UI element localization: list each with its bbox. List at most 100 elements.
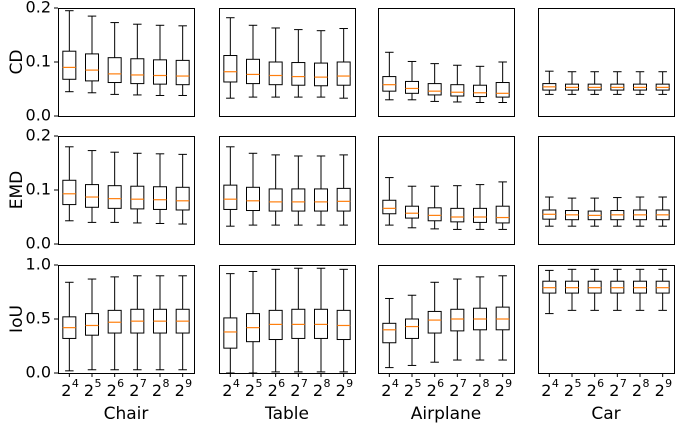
box-cd-airplane-3 xyxy=(450,84,465,97)
box-emd-table-2 xyxy=(268,188,283,212)
box-emd-table-3 xyxy=(291,188,306,212)
x-tick-exp-car-4: 8 xyxy=(643,377,650,390)
y-tick-label-emd-2: 0.2 xyxy=(26,126,51,145)
y-tick-label-iou-2: 1.0 xyxy=(26,255,51,274)
box-cd-airplane-2 xyxy=(427,83,442,96)
x-tick-exp-chair-0: 4 xyxy=(72,377,79,390)
panel-frame-iou-chair xyxy=(58,265,195,374)
panel-frame-emd-car xyxy=(538,136,675,245)
x-tick-exp-table-4: 8 xyxy=(324,377,331,390)
x-tick-label-airplane-4: 2 xyxy=(472,381,482,400)
x-tick-label-car-1: 2 xyxy=(564,381,574,400)
x-tick-label-table-5: 2 xyxy=(336,381,346,400)
box-iou-chair-1 xyxy=(85,313,99,336)
x-tick-exp-table-0: 4 xyxy=(233,377,240,390)
x-tick-label-airplane-0: 2 xyxy=(381,381,391,400)
box-cd-airplane-0 xyxy=(382,76,397,92)
x-tick-label-car-5: 2 xyxy=(655,381,665,400)
x-tick-exp-airplane-0: 4 xyxy=(392,377,399,390)
x-tick-label-chair-1: 2 xyxy=(84,381,94,400)
box-iou-airplane-3 xyxy=(450,308,465,332)
panel-frame-emd-airplane xyxy=(378,136,515,245)
column-label-chair: Chair xyxy=(104,404,149,424)
x-tick-exp-table-1: 5 xyxy=(256,377,263,390)
x-tick-label-table-3: 2 xyxy=(290,381,300,400)
box-cd-table-2 xyxy=(268,61,283,86)
box-emd-airplane-4 xyxy=(473,207,487,223)
x-tick-label-airplane-5: 2 xyxy=(495,381,505,400)
box-cd-table-3 xyxy=(291,62,306,86)
box-emd-airplane-3 xyxy=(450,207,465,223)
box-iou-table-0 xyxy=(223,317,238,349)
x-tick-exp-chair-4: 8 xyxy=(163,377,170,390)
x-tick-label-chair-3: 2 xyxy=(129,381,139,400)
x-tick-exp-airplane-2: 6 xyxy=(437,377,444,390)
panel-frame-emd-table xyxy=(219,136,356,245)
box-cd-airplane-1 xyxy=(405,80,419,94)
x-tick-label-car-0: 2 xyxy=(541,381,551,400)
panel-frame-cd-car xyxy=(538,8,675,117)
box-cd-chair-5 xyxy=(175,59,190,86)
box-cd-airplane-5 xyxy=(495,82,510,98)
x-tick-exp-table-3: 7 xyxy=(301,377,308,390)
y-axis-label-cd: CD xyxy=(7,50,27,75)
x-tick-label-chair-0: 2 xyxy=(61,381,71,400)
x-tick-exp-chair-5: 9 xyxy=(185,377,192,390)
x-tick-label-table-1: 2 xyxy=(245,381,255,400)
box-emd-airplane-5 xyxy=(495,205,510,224)
box-cd-table-4 xyxy=(314,62,328,87)
y-tick-label-emd-0: 0.0 xyxy=(26,234,51,253)
x-tick-label-chair-2: 2 xyxy=(107,381,117,400)
x-tick-exp-car-1: 5 xyxy=(575,377,582,390)
x-tick-exp-airplane-3: 7 xyxy=(460,377,467,390)
y-tick-label-iou-1: 0.5 xyxy=(26,309,51,328)
x-tick-exp-airplane-5: 9 xyxy=(505,377,512,390)
x-tick-exp-chair-3: 7 xyxy=(140,377,147,390)
y-tick-label-emd-1: 0.1 xyxy=(26,180,51,199)
panel-frame-iou-airplane xyxy=(378,265,515,374)
panel-frame-cd-chair xyxy=(58,8,195,117)
box-emd-airplane-1 xyxy=(405,205,419,219)
box-cd-chair-0 xyxy=(62,50,77,80)
panel-frame-iou-car xyxy=(538,265,675,374)
x-tick-label-table-2: 2 xyxy=(268,381,278,400)
x-tick-label-airplane-3: 2 xyxy=(449,381,459,400)
x-tick-label-chair-5: 2 xyxy=(175,381,185,400)
x-tick-label-airplane-2: 2 xyxy=(427,381,437,400)
box-iou-airplane-2 xyxy=(427,310,442,334)
box-emd-chair-4 xyxy=(153,186,167,210)
box-iou-airplane-1 xyxy=(405,318,419,339)
box-cd-chair-4 xyxy=(153,59,167,85)
y-tick-label-cd-1: 0.1 xyxy=(26,52,51,71)
box-cd-chair-3 xyxy=(130,58,145,85)
x-tick-label-table-4: 2 xyxy=(313,381,323,400)
box-cd-table-5 xyxy=(336,61,351,86)
x-tick-exp-chair-2: 6 xyxy=(117,377,124,390)
x-tick-label-table-0: 2 xyxy=(222,381,232,400)
x-tick-exp-airplane-1: 5 xyxy=(415,377,422,390)
box-emd-table-0 xyxy=(223,184,238,210)
box-emd-chair-3 xyxy=(130,185,145,210)
x-tick-label-car-2: 2 xyxy=(587,381,597,400)
box-emd-table-4 xyxy=(314,188,328,212)
x-tick-exp-table-2: 6 xyxy=(278,377,285,390)
box-emd-table-1 xyxy=(246,186,260,212)
panel-frame-emd-chair xyxy=(58,136,195,245)
x-tick-exp-car-0: 4 xyxy=(552,377,559,390)
x-tick-exp-table-5: 9 xyxy=(346,377,353,390)
box-emd-chair-0 xyxy=(62,179,77,206)
box-iou-airplane-0 xyxy=(382,322,397,344)
x-tick-exp-car-5: 9 xyxy=(665,377,672,390)
box-emd-airplane-0 xyxy=(382,199,397,215)
box-emd-table-5 xyxy=(336,187,351,212)
x-tick-exp-car-3: 7 xyxy=(620,377,627,390)
x-tick-exp-airplane-4: 8 xyxy=(483,377,490,390)
panel-frame-iou-table xyxy=(219,265,356,374)
x-tick-label-car-4: 2 xyxy=(632,381,642,400)
y-axis-label-emd: EMD xyxy=(7,171,27,210)
y-axis-label-iou: IoU xyxy=(7,305,27,333)
box-cd-table-1 xyxy=(246,58,260,85)
box-cd-airplane-4 xyxy=(473,84,487,98)
y-tick-label-cd-2: 0.2 xyxy=(26,0,51,17)
box-cd-table-0 xyxy=(223,55,238,83)
